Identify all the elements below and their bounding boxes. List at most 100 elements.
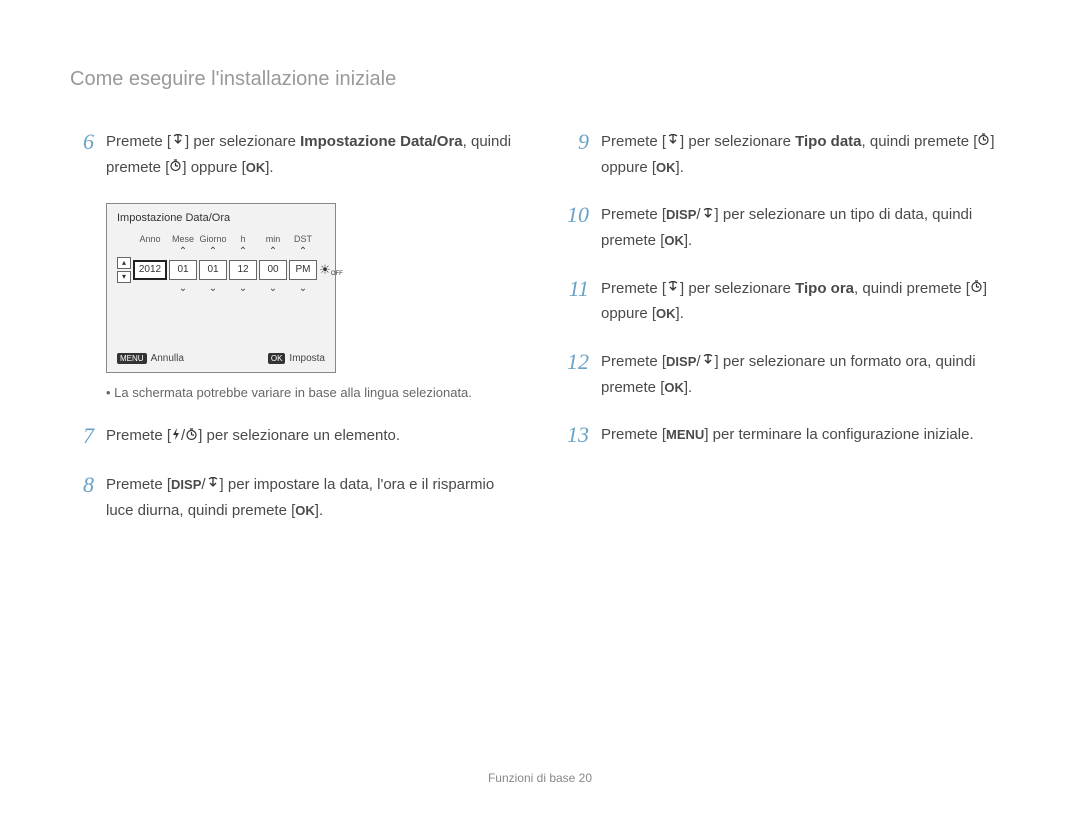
step-10: 10 Premete [DISP/] per selezionare un ti… xyxy=(565,202,1010,253)
chevron-up-icon: ⌃ xyxy=(259,246,287,257)
screen-headers: Anno Mese Giorno h min DST xyxy=(133,234,325,244)
val-ampm: PM xyxy=(289,260,317,280)
text: Premete [ xyxy=(601,426,666,443)
timer-icon xyxy=(169,155,182,181)
text: ]. xyxy=(684,379,692,396)
ok-label: OK xyxy=(664,377,684,399)
step-body: Premete [DISP/] per selezionare un forma… xyxy=(601,349,1010,400)
arrow-up-icon: ▴ xyxy=(117,257,131,269)
bold-text: Impostazione Data/Ora xyxy=(300,133,463,150)
arrow-down-icon: ▾ xyxy=(117,271,131,283)
val-min: 00 xyxy=(259,260,287,280)
menu-label: MENU xyxy=(666,424,704,446)
text: Premete [ xyxy=(106,133,171,150)
chevron-up-icon: ⌃ xyxy=(229,246,257,257)
year-arrows: ▴ ▾ xyxy=(117,257,131,283)
disp-label: DISP xyxy=(666,204,696,226)
ok-label: OK xyxy=(656,157,676,179)
step-8: 8 Premete [DISP/] per impostare la data,… xyxy=(70,472,515,523)
step-number: 13 xyxy=(565,422,589,448)
step-body: Premete [/] per selezionare un elemento. xyxy=(106,423,515,449)
chevron-down-icon: ⌄ xyxy=(289,283,317,294)
text: ] per terminare la configurazione inizia… xyxy=(704,426,973,443)
step-number: 6 xyxy=(70,129,94,181)
ok-label: OK xyxy=(664,230,684,252)
text: ]. xyxy=(676,159,684,176)
chevron-down-icon: ⌄ xyxy=(259,283,287,294)
hdr-h: h xyxy=(229,234,257,244)
val-mese: 01 xyxy=(169,260,197,280)
text: Premete [ xyxy=(601,133,666,150)
step-9: 9 Premete [ ] per selezionare Tipo data, … xyxy=(565,129,1010,180)
dst-sun-icon: ☀OFF xyxy=(319,260,343,280)
text: ]. xyxy=(684,232,692,249)
step-number: 9 xyxy=(565,129,589,180)
hdr-min: min xyxy=(259,234,287,244)
ok-label: OK xyxy=(656,303,676,325)
step-number: 12 xyxy=(565,349,589,400)
macro-down-icon xyxy=(666,129,680,155)
chevron-down-icon: ⌄ xyxy=(229,283,257,294)
timer-icon xyxy=(185,424,198,450)
step-11: 11 Premete [ ] per selezionare Tipo ora, … xyxy=(565,276,1010,327)
text: ]. xyxy=(676,305,684,322)
chevron-down-icon: ⌄ xyxy=(199,283,227,294)
screen-title: Impostazione Data/Ora xyxy=(117,212,325,224)
ok-key-icon: OK xyxy=(268,353,286,364)
val-h: 12 xyxy=(229,260,257,280)
macro-down-icon xyxy=(701,349,715,375)
ok-hint: OKImposta xyxy=(268,353,325,364)
step-number: 7 xyxy=(70,423,94,449)
bold-text: Tipo ora xyxy=(795,280,854,297)
val-anno: 2012 xyxy=(133,260,167,280)
screen-footer: MENUAnnulla OKImposta xyxy=(117,353,325,364)
timer-icon xyxy=(970,276,983,302)
step-body: Premete [ ] per selezionare Impostazione … xyxy=(106,129,515,181)
cancel-hint: MENUAnnulla xyxy=(117,353,184,364)
text: ] per selezionare xyxy=(185,133,300,150)
text: ] per selezionare un elemento. xyxy=(198,427,400,444)
step-number: 10 xyxy=(565,202,589,253)
macro-down-icon xyxy=(666,276,680,302)
macro-down-icon xyxy=(171,129,185,155)
left-column: 6 Premete [ ] per selezionare Impostazion… xyxy=(70,129,515,545)
hdr-anno: Anno xyxy=(133,234,167,244)
step-6: 6 Premete [ ] per selezionare Impostazion… xyxy=(70,129,515,181)
step-body: Premete [ ] per selezionare Tipo ora, qui… xyxy=(601,276,1010,327)
text: Premete [ xyxy=(601,206,666,223)
text: , quindi premete [ xyxy=(862,133,978,150)
bold-text: Tipo data xyxy=(795,133,861,150)
val-giorno: 01 xyxy=(199,260,227,280)
text: Premete [ xyxy=(601,280,666,297)
text: ]. xyxy=(265,159,273,176)
macro-down-icon xyxy=(206,472,220,498)
page-footer: Funzioni di base 20 xyxy=(0,771,1080,785)
text: Premete [ xyxy=(106,427,171,444)
value-row: ▴ ▾ 2012 01 01 12 00 PM ☀OFF xyxy=(117,257,325,283)
text: ] per selezionare xyxy=(680,133,795,150)
step-12: 12 Premete [DISP/] per selezionare un fo… xyxy=(565,349,1010,400)
hdr-mese: Mese xyxy=(169,234,197,244)
ok-label: OK xyxy=(295,500,315,522)
chevron-up-icon: ⌃ xyxy=(169,246,197,257)
timer-icon xyxy=(977,129,990,155)
text: ]. xyxy=(315,502,323,519)
text: ] per selezionare xyxy=(680,280,795,297)
chevron-up-icon xyxy=(133,246,167,257)
step-body: Premete [DISP/] per impostare la data, l… xyxy=(106,472,515,523)
step-13: 13 Premete [MENU] per terminare la confi… xyxy=(565,422,1010,448)
step-number: 8 xyxy=(70,472,94,523)
step-body: Premete [DISP/] per selezionare un tipo … xyxy=(601,202,1010,253)
chevron-up-icon: ⌃ xyxy=(199,246,227,257)
step-number: 11 xyxy=(565,276,589,327)
note: La schermata potrebbe variare in base al… xyxy=(106,383,515,404)
chev-down-row: ⌄ ⌄ ⌄ ⌄ ⌄ xyxy=(133,283,325,294)
text: ] oppure [ xyxy=(182,159,245,176)
macro-down-icon xyxy=(701,203,715,229)
text: Premete [ xyxy=(106,476,171,493)
right-column: 9 Premete [] per selezionare Tipo data, … xyxy=(565,129,1010,545)
hdr-dst: DST xyxy=(289,234,317,244)
chevron-up-icon: ⌃ xyxy=(289,246,317,257)
disp-label: DISP xyxy=(171,474,201,496)
text: , quindi premete [ xyxy=(854,280,970,297)
